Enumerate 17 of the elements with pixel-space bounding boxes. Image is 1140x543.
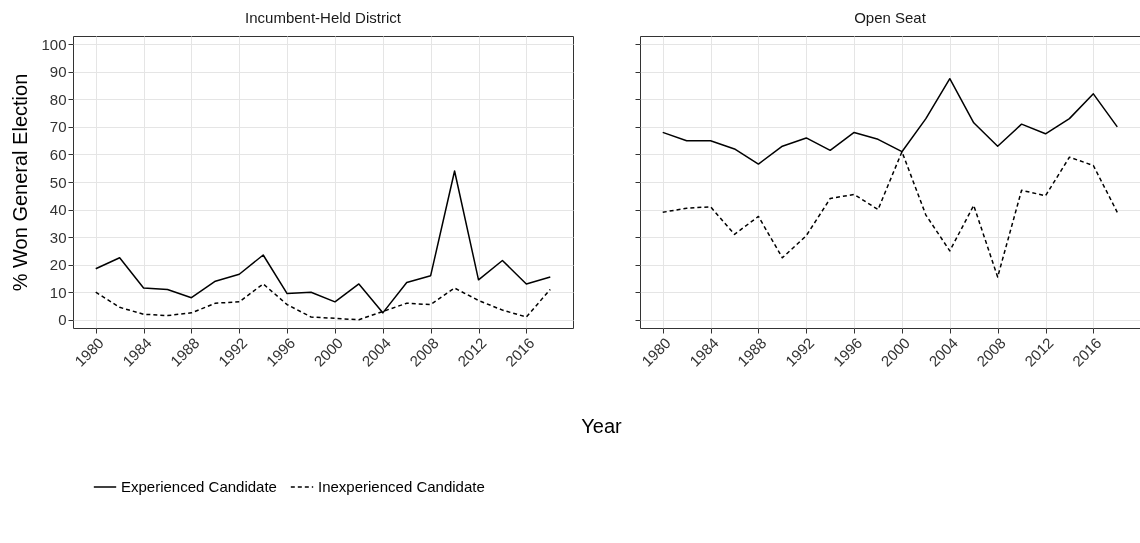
y-tick-label: 0 [58, 311, 67, 329]
y-tick-label: 10 [49, 283, 67, 301]
chart-title: Incumbent-Held District [245, 9, 402, 26]
x-axis-title: Year [581, 414, 623, 437]
legend-label: Experienced Candidate [121, 478, 277, 495]
y-axis-title: % Won General Election [9, 73, 32, 292]
chart-title: Open Seat [854, 9, 927, 26]
y-tick-label: 70 [49, 118, 67, 136]
y-tick-label: 60 [49, 145, 67, 163]
y-tick-label: 20 [49, 256, 67, 274]
y-tick-label: 50 [49, 173, 67, 191]
y-tick-label: 90 [49, 63, 67, 81]
y-tick-label: 100 [41, 35, 67, 53]
y-tick-label: 40 [49, 201, 67, 219]
y-tick-label: 80 [49, 90, 67, 108]
y-tick-label: 30 [49, 228, 67, 246]
legend-label: Inexperienced Candidate [318, 478, 485, 495]
